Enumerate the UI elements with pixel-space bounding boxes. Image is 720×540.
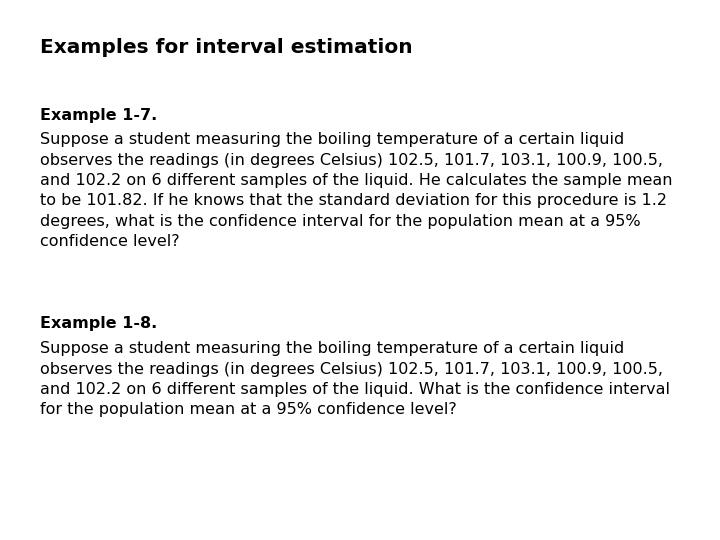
- Text: Suppose a student measuring the boiling temperature of a certain liquid
observes: Suppose a student measuring the boiling …: [40, 132, 672, 249]
- Text: Example 1-7.: Example 1-7.: [40, 108, 157, 123]
- Text: Examples for interval estimation: Examples for interval estimation: [40, 38, 413, 57]
- Text: Suppose a student measuring the boiling temperature of a certain liquid
observes: Suppose a student measuring the boiling …: [40, 341, 670, 417]
- Text: Example 1-8.: Example 1-8.: [40, 316, 157, 331]
